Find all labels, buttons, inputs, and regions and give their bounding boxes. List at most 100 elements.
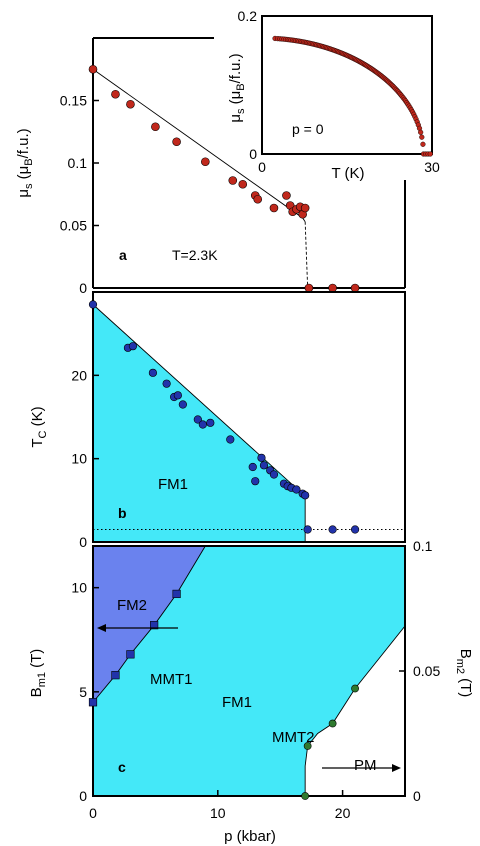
panel-c-xtick-label: 10 bbox=[210, 805, 226, 821]
panel-b-region-fm1: FM1 bbox=[158, 476, 188, 493]
panel-a-point bbox=[328, 283, 337, 293]
panel-c-mmt2-point bbox=[303, 742, 312, 750]
panel-a-point bbox=[126, 99, 135, 109]
panel-a-point bbox=[282, 191, 291, 200]
panel-a-ytick-label: 0.15 bbox=[60, 93, 87, 109]
inset-ytick-label: 0 bbox=[249, 146, 257, 162]
panel-b-point bbox=[259, 461, 269, 470]
svg-text:TC (K): TC (K) bbox=[29, 406, 49, 447]
inset-ytick-label: 0.2 bbox=[238, 8, 258, 24]
panel-b-point bbox=[257, 453, 266, 462]
panel-a-point bbox=[228, 176, 238, 185]
panel-b-point bbox=[173, 391, 182, 400]
panel-c-right-ytick-label: 0 bbox=[413, 788, 421, 804]
panel-b-ylabel: TC (K) bbox=[29, 406, 49, 447]
panel-a-yticks: 0 0.05 0.1 0.15 bbox=[60, 93, 99, 296]
panel-a-ytick-label: 0.1 bbox=[68, 155, 88, 171]
panel-b-point bbox=[269, 470, 279, 479]
panel-a-point bbox=[151, 122, 160, 132]
panel-a: 0 0.05 0.1 0.15 a T=2.3K μs (μB/f.u.) bbox=[15, 37, 406, 296]
panel-a-ytick-label: 0.05 bbox=[60, 218, 87, 234]
inset-xtick-label: 30 bbox=[424, 159, 440, 175]
panel-c-mmt1-point bbox=[150, 621, 159, 630]
panel-b-letter: b bbox=[118, 505, 127, 521]
panel-c-ylabel-right: Bm2 (T) bbox=[454, 649, 474, 698]
panel-a-point bbox=[111, 89, 120, 99]
panel-c-xtick-label: 20 bbox=[335, 805, 351, 821]
panel-c-mmt1-line bbox=[92, 545, 206, 703]
panel-a-letter: a bbox=[119, 247, 127, 263]
inset-annotation: p = 0 bbox=[292, 121, 324, 137]
panel-b-point bbox=[206, 418, 215, 427]
panel-a-ylabel: μs (μB/f.u.) bbox=[15, 128, 35, 197]
panel-c-xlabel: p (kbar) bbox=[224, 828, 276, 845]
panel-b-point bbox=[162, 379, 171, 388]
panel-a-point bbox=[172, 137, 181, 147]
panel-a-dashed-drop bbox=[304, 221, 309, 289]
panel-b-point bbox=[248, 462, 257, 472]
panel-b-point bbox=[178, 400, 187, 409]
panel-b-point bbox=[328, 525, 337, 534]
panel-c-points bbox=[88, 589, 359, 800]
panel-b-point bbox=[88, 300, 98, 309]
svg-text:μs (μB/f.u.): μs (μB/f.u.) bbox=[227, 53, 247, 122]
right-axis-arrow-icon bbox=[322, 764, 401, 772]
panel-b-point bbox=[251, 477, 260, 486]
inset-points bbox=[272, 35, 433, 157]
inset-curve-point bbox=[418, 129, 424, 135]
panel-c-region-pm: PM bbox=[354, 757, 377, 774]
panel-b-point bbox=[292, 485, 301, 494]
panel-c-mmt1-point bbox=[88, 698, 98, 707]
panel-a-point bbox=[350, 283, 360, 293]
panel-c: 0 5 10 0 0.05 0.1 0 10 20 FM2 MMT1 FM1 MMT2 PM c… bbox=[28, 538, 474, 845]
panel-c-pm-region bbox=[305, 626, 405, 796]
panel-a-annotation: T=2.3K bbox=[172, 247, 218, 263]
inset-curve-point bbox=[420, 141, 426, 147]
panel-a-point bbox=[304, 283, 314, 293]
panel-b-point bbox=[128, 342, 138, 351]
panel-c-left-ytick-label: 0 bbox=[79, 788, 87, 804]
panel-c-mmt2-point bbox=[301, 792, 310, 800]
svg-text:μs (μB/f.u.): μs (μB/f.u.) bbox=[15, 128, 35, 197]
panel-c-left-ytick-label: 5 bbox=[79, 684, 87, 700]
panel-c-mmt1-point bbox=[172, 589, 181, 599]
inset-curve-point bbox=[427, 151, 433, 157]
panel-c-mmt2-point bbox=[328, 719, 337, 728]
panel-b-point bbox=[198, 420, 207, 429]
panel-b-point bbox=[226, 435, 235, 444]
panel-a-point bbox=[238, 179, 248, 189]
inset-xlabel: T (K) bbox=[331, 165, 364, 182]
panel-a-point bbox=[201, 157, 210, 167]
panel-a-point bbox=[88, 64, 98, 74]
panel-a-ytick-label: 0 bbox=[79, 280, 87, 296]
inset-frame bbox=[261, 15, 433, 155]
panel-b: 0 10 20 FM1 b TC (K) bbox=[29, 291, 406, 550]
left-axis-arrow-icon bbox=[97, 624, 178, 632]
panel-b-ytick-label: 0 bbox=[79, 534, 87, 550]
inset-xtick-label: 0 bbox=[258, 159, 266, 175]
panel-a-point bbox=[300, 203, 310, 213]
panel-b-point bbox=[350, 525, 360, 534]
panel-a-points bbox=[88, 64, 360, 293]
inset-ticks: 0 30 0 0.2 bbox=[238, 8, 440, 175]
panel-a-point bbox=[269, 203, 279, 213]
panel-a-point bbox=[253, 194, 263, 204]
panel-c-region-fm2: FM2 bbox=[117, 597, 147, 614]
panel-c-region-mmt1: MMT1 bbox=[150, 671, 193, 688]
panel-b-ytick-label: 10 bbox=[71, 451, 87, 467]
inset-ylabel: μs (μB/f.u.) bbox=[227, 53, 247, 122]
panel-b-point bbox=[148, 368, 158, 377]
panel-c-ylabel-left: Bm1 (T) bbox=[28, 649, 48, 698]
panel-c-mmt1-point bbox=[126, 650, 135, 659]
panel-c-right-ytick-label: 0.05 bbox=[413, 663, 440, 679]
panel-c-mmt1-point bbox=[111, 671, 120, 680]
panel-b-ytick-label: 20 bbox=[71, 367, 87, 383]
panel-c-xtick-label: 0 bbox=[89, 805, 97, 821]
panel-c-right-ytick-label: 0.1 bbox=[413, 538, 433, 554]
svg-text:Bm1 (T): Bm1 (T) bbox=[28, 649, 48, 698]
inset-curve-point bbox=[419, 134, 425, 140]
panel-b-point bbox=[301, 491, 310, 500]
panel-b-yticks: 0 10 20 bbox=[71, 367, 99, 550]
panel-c-region-mmt2: MMT2 bbox=[272, 729, 315, 746]
